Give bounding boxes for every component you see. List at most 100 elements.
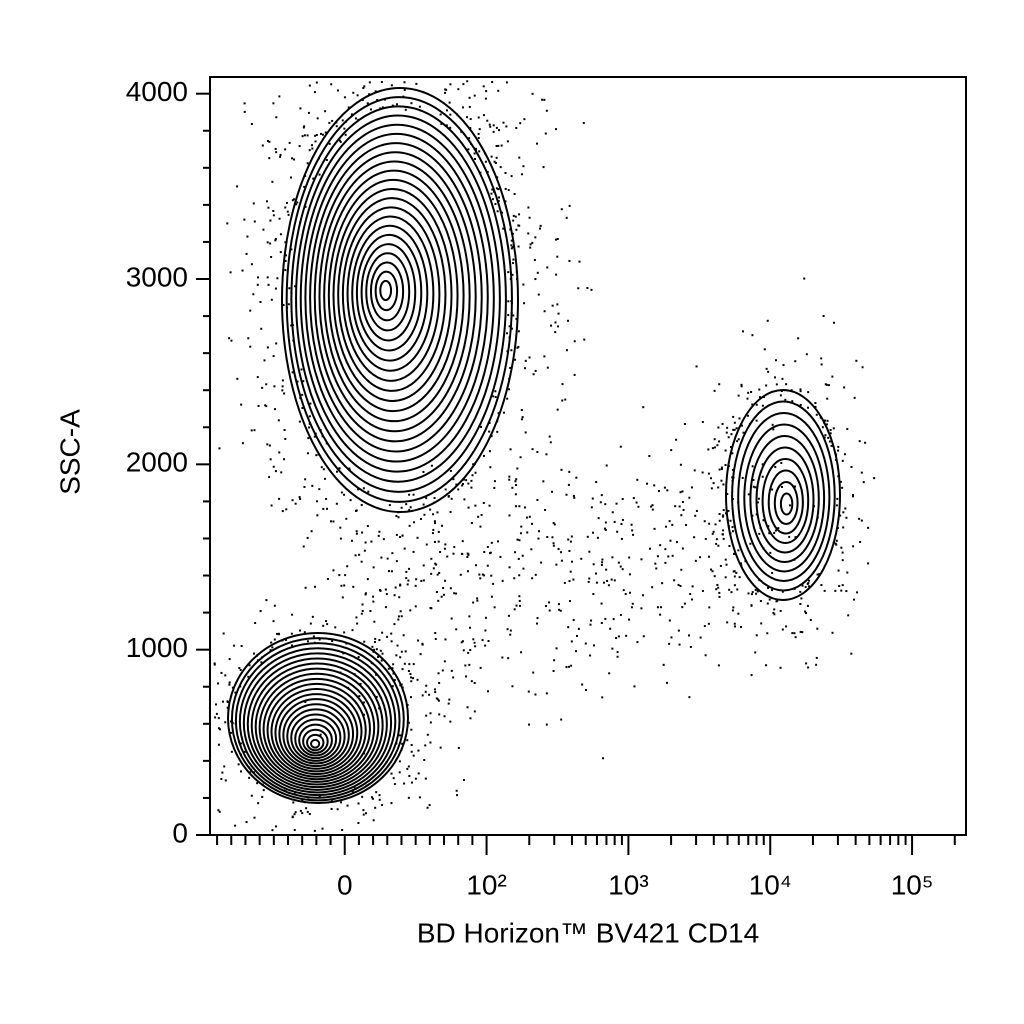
event-dot	[311, 147, 314, 150]
event-dot	[492, 395, 495, 398]
event-dot	[570, 560, 573, 563]
event-dot	[253, 220, 256, 223]
event-dot	[482, 114, 485, 117]
event-dot	[279, 251, 282, 254]
event-dot	[447, 495, 450, 498]
event-dot	[569, 570, 572, 573]
event-dot	[369, 108, 372, 111]
event-dot	[523, 506, 526, 509]
event-dot	[575, 650, 578, 653]
event-dot	[563, 581, 566, 584]
event-dot	[412, 493, 415, 496]
event-dot	[469, 626, 472, 629]
event-dot	[390, 84, 393, 87]
event-dot	[501, 656, 504, 659]
event-dot	[726, 621, 729, 624]
event-dot	[524, 431, 527, 434]
event-dot	[688, 634, 691, 637]
event-dot	[393, 783, 396, 786]
event-dot	[529, 246, 532, 249]
event-dot	[410, 728, 413, 731]
contour	[313, 151, 477, 443]
event-dot	[371, 796, 374, 799]
contour	[302, 728, 329, 754]
event-dot	[301, 135, 304, 138]
event-dot	[250, 794, 253, 797]
event-dot	[602, 757, 605, 760]
event-dot	[289, 176, 292, 179]
event-dot	[245, 252, 248, 255]
event-dot	[304, 205, 307, 208]
event-dot	[340, 801, 343, 804]
event-dot	[437, 599, 440, 602]
event-dot	[507, 271, 510, 274]
event-dot	[307, 437, 310, 440]
event-dot	[551, 304, 554, 307]
event-dot	[768, 532, 771, 535]
event-dot	[268, 476, 271, 479]
event-dot	[279, 155, 282, 158]
event-dot	[425, 714, 428, 717]
event-dot	[521, 554, 524, 557]
event-dot	[825, 423, 828, 426]
event-dot	[726, 493, 729, 496]
event-dot	[473, 710, 476, 713]
event-dot	[615, 637, 618, 640]
event-dot	[814, 402, 817, 405]
event-dot	[572, 578, 575, 581]
event-dot	[431, 532, 434, 535]
event-dot	[512, 219, 515, 222]
event-dot	[362, 487, 365, 490]
event-dot	[224, 674, 227, 677]
event-dot	[342, 652, 345, 655]
event-dot	[771, 571, 774, 574]
event-dot	[381, 804, 384, 807]
event-dot	[532, 373, 535, 376]
event-dot	[683, 602, 686, 605]
event-dot	[374, 90, 377, 93]
event-dot	[271, 829, 274, 832]
event-dot	[825, 383, 828, 386]
event-dot	[380, 659, 383, 662]
event-dot	[758, 532, 761, 535]
event-dot	[522, 567, 525, 570]
event-dot	[354, 554, 357, 557]
contour	[355, 233, 423, 352]
event-dot	[303, 631, 306, 634]
event-dot	[568, 549, 571, 552]
event-dot	[597, 517, 600, 520]
event-dot	[433, 540, 436, 543]
event-dot	[613, 579, 616, 582]
event-dot	[303, 125, 306, 128]
event-dot	[729, 519, 732, 522]
event-dot	[442, 593, 445, 596]
event-dot	[536, 271, 539, 274]
event-dot	[842, 526, 845, 529]
event-dot	[636, 641, 639, 644]
event-dot	[329, 520, 332, 523]
event-dot	[292, 801, 295, 804]
event-dot	[228, 337, 231, 340]
event-dot	[619, 445, 622, 448]
event-dot	[558, 608, 561, 611]
event-dot	[408, 524, 411, 527]
event-dot	[448, 698, 451, 701]
event-dot	[559, 609, 562, 612]
event-dot	[853, 396, 856, 399]
event-dot	[520, 173, 523, 176]
event-dot	[284, 241, 287, 244]
event-dot	[741, 330, 744, 333]
event-dot	[514, 215, 517, 218]
event-dot	[794, 636, 797, 639]
event-dot	[701, 471, 704, 474]
event-dot	[410, 781, 413, 784]
event-dot	[648, 455, 651, 458]
event-dot	[592, 593, 595, 596]
event-dot	[633, 685, 636, 688]
event-dot	[617, 635, 620, 638]
event-dot	[405, 577, 408, 580]
event-dot	[322, 468, 325, 471]
event-dot	[572, 494, 575, 497]
event-dot	[645, 482, 648, 485]
event-dot	[246, 235, 249, 238]
